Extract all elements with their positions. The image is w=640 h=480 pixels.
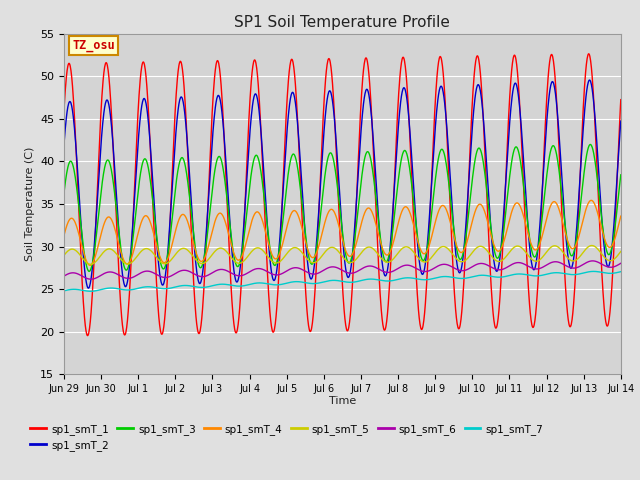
- Legend: sp1_smT_1, sp1_smT_2, sp1_smT_3, sp1_smT_4, sp1_smT_5, sp1_smT_6, sp1_smT_7: sp1_smT_1, sp1_smT_2, sp1_smT_3, sp1_smT…: [30, 424, 543, 451]
- sp1_smT_6: [87, 276, 95, 282]
- sp1_smT_7: [87, 288, 95, 294]
- sp1_smT_7: [246, 281, 254, 287]
- sp1_smT_6: [617, 261, 625, 266]
- Y-axis label: Soil Temperature (C): Soil Temperature (C): [24, 147, 35, 261]
- sp1_smT_2: [551, 87, 559, 93]
- sp1_smT_3: [184, 182, 192, 188]
- sp1_smT_3: [502, 208, 509, 214]
- sp1_smT_5: [588, 243, 596, 249]
- sp1_smT_4: [429, 228, 437, 234]
- sp1_smT_3: [246, 177, 254, 182]
- sp1_smT_4: [171, 231, 179, 237]
- sp1_smT_7: [502, 274, 509, 279]
- sp1_smT_7: [617, 269, 625, 275]
- sp1_smT_6: [171, 271, 179, 277]
- sp1_smT_7: [171, 284, 179, 290]
- sp1_smT_3: [60, 190, 68, 195]
- sp1_smT_1: [184, 161, 192, 167]
- sp1_smT_5: [246, 250, 254, 256]
- sp1_smT_5: [502, 254, 509, 260]
- sp1_smT_6: [246, 268, 254, 274]
- sp1_smT_4: [551, 199, 559, 205]
- Line: sp1_smT_3: sp1_smT_3: [64, 144, 621, 271]
- sp1_smT_5: [171, 252, 179, 258]
- sp1_smT_2: [246, 122, 254, 128]
- sp1_smT_7: [590, 268, 598, 274]
- Line: sp1_smT_7: sp1_smT_7: [64, 271, 621, 291]
- sp1_smT_3: [85, 268, 93, 274]
- sp1_smT_4: [617, 213, 625, 219]
- sp1_smT_5: [60, 252, 68, 258]
- sp1_smT_6: [589, 258, 596, 264]
- X-axis label: Time: Time: [329, 396, 356, 406]
- sp1_smT_2: [84, 285, 92, 291]
- sp1_smT_1: [84, 333, 92, 338]
- Title: SP1 Soil Temperature Profile: SP1 Soil Temperature Profile: [234, 15, 451, 30]
- sp1_smT_6: [60, 273, 68, 279]
- sp1_smT_6: [184, 268, 192, 274]
- sp1_smT_2: [429, 156, 437, 162]
- sp1_smT_6: [502, 265, 509, 271]
- sp1_smT_4: [86, 263, 94, 268]
- Line: sp1_smT_1: sp1_smT_1: [64, 54, 621, 336]
- sp1_smT_1: [551, 74, 559, 80]
- sp1_smT_4: [60, 232, 68, 238]
- Line: sp1_smT_4: sp1_smT_4: [64, 200, 621, 265]
- sp1_smT_3: [617, 172, 625, 178]
- sp1_smT_3: [171, 192, 179, 198]
- sp1_smT_5: [617, 249, 625, 254]
- sp1_smT_2: [184, 152, 192, 158]
- sp1_smT_2: [60, 141, 68, 147]
- sp1_smT_1: [617, 97, 625, 103]
- sp1_smT_5: [429, 252, 437, 258]
- sp1_smT_1: [171, 118, 179, 123]
- sp1_smT_7: [551, 270, 559, 276]
- sp1_smT_2: [502, 177, 509, 182]
- sp1_smT_2: [171, 146, 179, 152]
- sp1_smT_3: [586, 142, 594, 147]
- sp1_smT_7: [60, 288, 68, 294]
- sp1_smT_7: [184, 283, 192, 288]
- sp1_smT_4: [502, 231, 509, 237]
- sp1_smT_5: [551, 243, 559, 249]
- Line: sp1_smT_2: sp1_smT_2: [64, 80, 621, 288]
- sp1_smT_1: [585, 51, 593, 57]
- sp1_smT_5: [184, 248, 192, 253]
- sp1_smT_4: [246, 223, 254, 228]
- sp1_smT_7: [429, 276, 437, 281]
- sp1_smT_1: [429, 141, 437, 146]
- sp1_smT_1: [246, 89, 254, 95]
- sp1_smT_2: [586, 77, 593, 83]
- sp1_smT_1: [60, 107, 68, 113]
- sp1_smT_6: [429, 266, 437, 272]
- sp1_smT_5: [87, 262, 95, 267]
- Line: sp1_smT_6: sp1_smT_6: [64, 261, 621, 279]
- sp1_smT_3: [429, 196, 437, 202]
- sp1_smT_4: [588, 197, 595, 203]
- sp1_smT_4: [184, 220, 192, 226]
- sp1_smT_6: [551, 259, 559, 264]
- sp1_smT_3: [551, 145, 559, 151]
- Text: TZ_osu: TZ_osu: [72, 39, 115, 52]
- sp1_smT_1: [502, 173, 509, 179]
- Line: sp1_smT_5: sp1_smT_5: [64, 246, 621, 264]
- sp1_smT_2: [617, 118, 625, 124]
